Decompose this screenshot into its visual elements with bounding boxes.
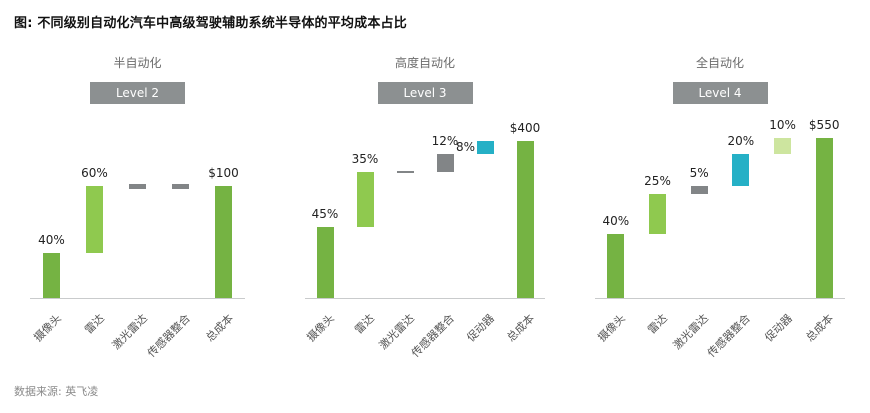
- value-label: 40%: [38, 233, 65, 248]
- segment-bar: [774, 138, 792, 154]
- value-label: 40%: [602, 214, 630, 228]
- chart-panel-level-4: 全自动化 Level 4 40% 25% 5% 20% 10% $550 摄像头 雷达 激光雷达 传感…: [595, 54, 845, 371]
- page-title: 图: 不同级别自动化汽车中高级驾驶辅助系统半导体的平均成本占比: [14, 16, 407, 31]
- total-bar: [215, 186, 232, 298]
- value-label: 60%: [81, 166, 108, 180]
- level-badge: Level 3: [377, 82, 473, 104]
- value-label: 25%: [644, 174, 671, 188]
- category-label: 雷达: [352, 311, 377, 337]
- category-label: 促动器: [464, 311, 497, 345]
- value-label: 20%: [727, 134, 755, 148]
- zero-value-dash-marker: [172, 183, 189, 189]
- bar-slot: 8%: [456, 114, 505, 298]
- bar-slot: [159, 114, 202, 298]
- value-label: 35%: [351, 152, 379, 167]
- x-label-slot: 促动器: [762, 299, 804, 371]
- category-label: 总成本: [803, 311, 837, 345]
- x-axis-labels: 摄像头 雷达 激光雷达 传感器整合 促动器 总成本: [304, 299, 545, 371]
- bar-slot: 25%: [637, 114, 679, 298]
- x-label-slot: 总成本: [202, 299, 245, 371]
- x-label-slot: 雷达: [637, 299, 679, 371]
- segment-bar: [649, 194, 666, 234]
- value-label: 12%: [431, 133, 459, 148]
- category-label: 总成本: [202, 311, 236, 345]
- bar-slot: 40%: [595, 114, 637, 298]
- category-label: 摄像头: [30, 311, 64, 345]
- zero-value-dash-marker: [129, 183, 146, 189]
- bar-slot: 5%: [678, 114, 720, 298]
- chart-panel-level-3: 高度自动化 Level 3 45% 35% 12% 8% $400 摄像头 雷达 激光雷达 传感器整…: [304, 54, 545, 371]
- x-label-slot: 雷达: [345, 299, 385, 371]
- segment-bar: [607, 234, 625, 298]
- category-label: 摄像头: [304, 311, 337, 345]
- bar-slot: 45%: [305, 114, 345, 298]
- bar-slot: 35%: [345, 114, 385, 298]
- bar-slot: [116, 114, 159, 298]
- segment-bar: [690, 186, 708, 194]
- plot-area: 40% 60% $100: [30, 114, 245, 299]
- x-label-slot: 激光雷达: [109, 299, 159, 371]
- value-label: 8%: [455, 140, 475, 155]
- bar-slot: $550: [803, 114, 845, 298]
- segment-bar: [356, 172, 374, 228]
- x-label-slot: 促动器: [464, 299, 505, 371]
- bar-slot: 20%: [720, 114, 762, 298]
- value-label: 10%: [769, 118, 796, 132]
- value-label: $550: [808, 118, 840, 132]
- chart-group-title: 半自动化: [113, 56, 162, 70]
- total-bar: [815, 138, 833, 298]
- x-label-slot: 雷达: [73, 299, 116, 371]
- x-axis-labels: 摄像头 雷达 激光雷达 传感器整合 总成本: [30, 299, 245, 371]
- category-label: 促动器: [761, 311, 795, 345]
- category-label: 总成本: [504, 311, 537, 345]
- x-label-slot: 摄像头: [595, 299, 637, 371]
- category-label: 摄像头: [595, 311, 628, 345]
- x-axis-labels: 摄像头 雷达 激光雷达 传感器整合 促动器 总成本: [595, 299, 845, 371]
- chart-group-title: 高度自动化: [394, 56, 455, 70]
- value-label: 5%: [689, 166, 709, 180]
- category-label: 雷达: [81, 311, 107, 337]
- value-label: 45%: [311, 207, 339, 222]
- x-label-slot: 传感器整合: [144, 299, 202, 371]
- x-label-slot: 传感器整合: [705, 299, 762, 371]
- bar-slot: 10%: [762, 114, 804, 298]
- bar-slot: [385, 114, 425, 298]
- chart-panel-level-2: 半自动化 Level 2 40% 60% $100 摄像头 雷达 激光雷达 传感器整合 总成本: [30, 54, 245, 371]
- segment-bar: [436, 153, 454, 173]
- segment-bar: [86, 186, 103, 254]
- total-bar: [516, 141, 534, 298]
- value-label: $400: [509, 121, 541, 135]
- x-label-slot: 总成本: [803, 299, 845, 371]
- x-label-slot: 摄像头: [30, 299, 73, 371]
- data-source: 数据来源: 英飞凌: [14, 385, 99, 398]
- category-label: 雷达: [644, 311, 670, 337]
- zero-value-line-marker: [396, 171, 414, 174]
- x-label-slot: 摄像头: [304, 299, 345, 371]
- plot-area: 40% 25% 5% 20% 10% $550: [595, 114, 845, 299]
- segment-bar: [316, 227, 334, 298]
- x-label-slot: 传感器整合: [409, 299, 465, 371]
- level-badge: Level 4: [672, 82, 768, 104]
- bar-slot: 60%: [73, 114, 116, 298]
- bar-slot: $100: [202, 114, 245, 298]
- charts-container: 半自动化 Level 2 40% 60% $100 摄像头 雷达 激光雷达 传感器整合 总成本 高度…: [30, 54, 845, 371]
- segment-bar: [476, 141, 494, 154]
- bar-slot: $400: [505, 114, 545, 298]
- value-label: $100: [208, 166, 239, 180]
- x-label-slot: 总成本: [504, 299, 545, 371]
- level-badge: Level 2: [90, 82, 185, 104]
- segment-bar: [732, 154, 750, 186]
- plot-area: 45% 35% 12% 8% $400: [305, 114, 545, 299]
- bar-slot: 40%: [30, 114, 73, 298]
- chart-group-title: 全自动化: [695, 56, 744, 70]
- bar-slot: 12%: [425, 114, 465, 298]
- segment-bar: [43, 253, 60, 298]
